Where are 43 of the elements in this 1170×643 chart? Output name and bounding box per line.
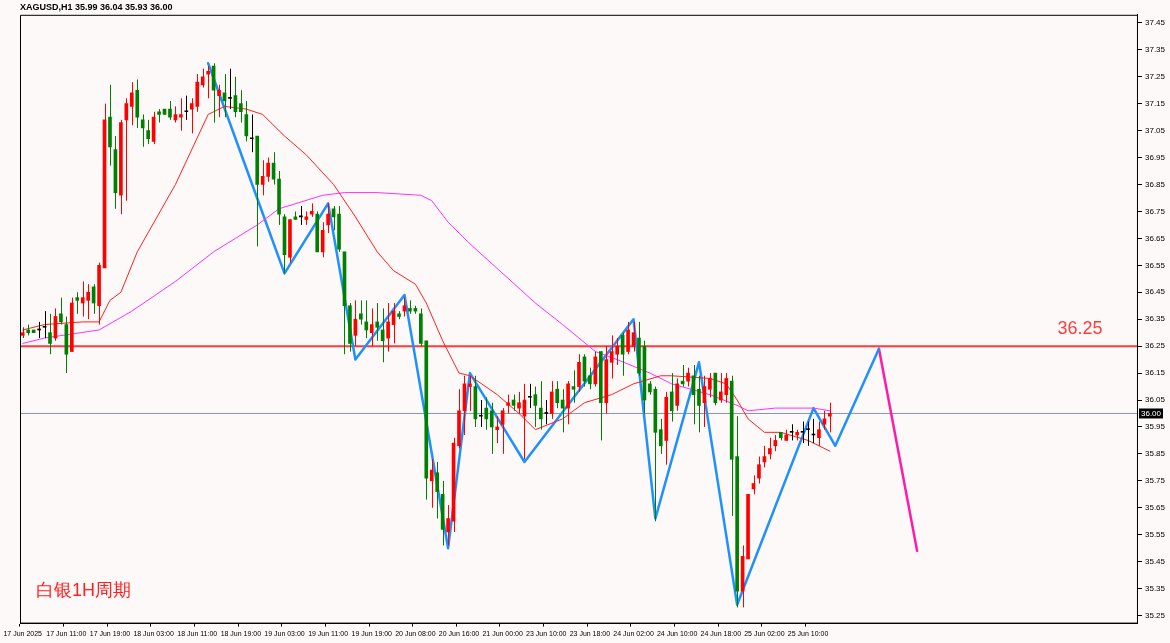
y-tick-label: 36.15 bbox=[1144, 368, 1166, 378]
y-tick-label: 36.75 bbox=[1144, 206, 1166, 216]
y-tick-label: 35.75 bbox=[1144, 476, 1166, 486]
candlestick bbox=[397, 310, 401, 320]
y-tick-label: 37.45 bbox=[1144, 18, 1166, 28]
y-tick-label: 37.15 bbox=[1144, 98, 1166, 108]
candlestick bbox=[75, 291, 80, 315]
y-tick-label: 35.55 bbox=[1144, 529, 1166, 539]
y-tick-label: 35.45 bbox=[1144, 556, 1166, 566]
candlestick bbox=[359, 299, 363, 326]
candlestick bbox=[806, 421, 810, 447]
candlestick bbox=[228, 68, 232, 110]
y-tick-label: 36.85 bbox=[1144, 179, 1166, 189]
y-tick-label: 36.45 bbox=[1144, 287, 1166, 297]
candlestick bbox=[249, 113, 254, 153]
y-tick-label: 36.55 bbox=[1144, 260, 1166, 270]
ref-line-label: 36.00 bbox=[1140, 408, 1162, 418]
y-tick-label: 35.35 bbox=[1144, 583, 1166, 593]
y-tick-label: 35.95 bbox=[1144, 422, 1166, 432]
candlestick bbox=[162, 108, 167, 115]
candlestick bbox=[506, 394, 510, 414]
candlestick bbox=[528, 383, 532, 409]
candlestick bbox=[544, 399, 549, 425]
y-tick-label: 36.95 bbox=[1144, 152, 1166, 162]
y-tick-label: 36.65 bbox=[1144, 233, 1166, 243]
y-tick-label: 37.35 bbox=[1144, 45, 1166, 55]
y-tick-label: 36.05 bbox=[1144, 395, 1166, 405]
candlestick bbox=[479, 399, 483, 428]
candlestick bbox=[20, 326, 25, 339]
ref-line-label: 36.25 bbox=[1057, 318, 1103, 339]
y-tick-label: 36.25 bbox=[1144, 341, 1166, 351]
y-tick-label: 36.35 bbox=[1144, 314, 1166, 324]
annotation: 白银1H周期 bbox=[36, 579, 132, 600]
candlestick bbox=[828, 402, 832, 433]
chart-title: XAGUSD,H1 35.99 36.04 35.93 36.00 bbox=[20, 1, 173, 12]
y-tick-label: 35.25 bbox=[1144, 610, 1166, 620]
y-tick-label: 37.25 bbox=[1144, 71, 1166, 81]
y-tick-label: 37.05 bbox=[1144, 125, 1166, 135]
candlestick bbox=[157, 108, 161, 124]
candlestick bbox=[789, 423, 794, 441]
candlestick bbox=[746, 493, 750, 560]
y-tick-label: 35.65 bbox=[1144, 502, 1166, 512]
y-tick-label: 35.85 bbox=[1144, 449, 1166, 459]
